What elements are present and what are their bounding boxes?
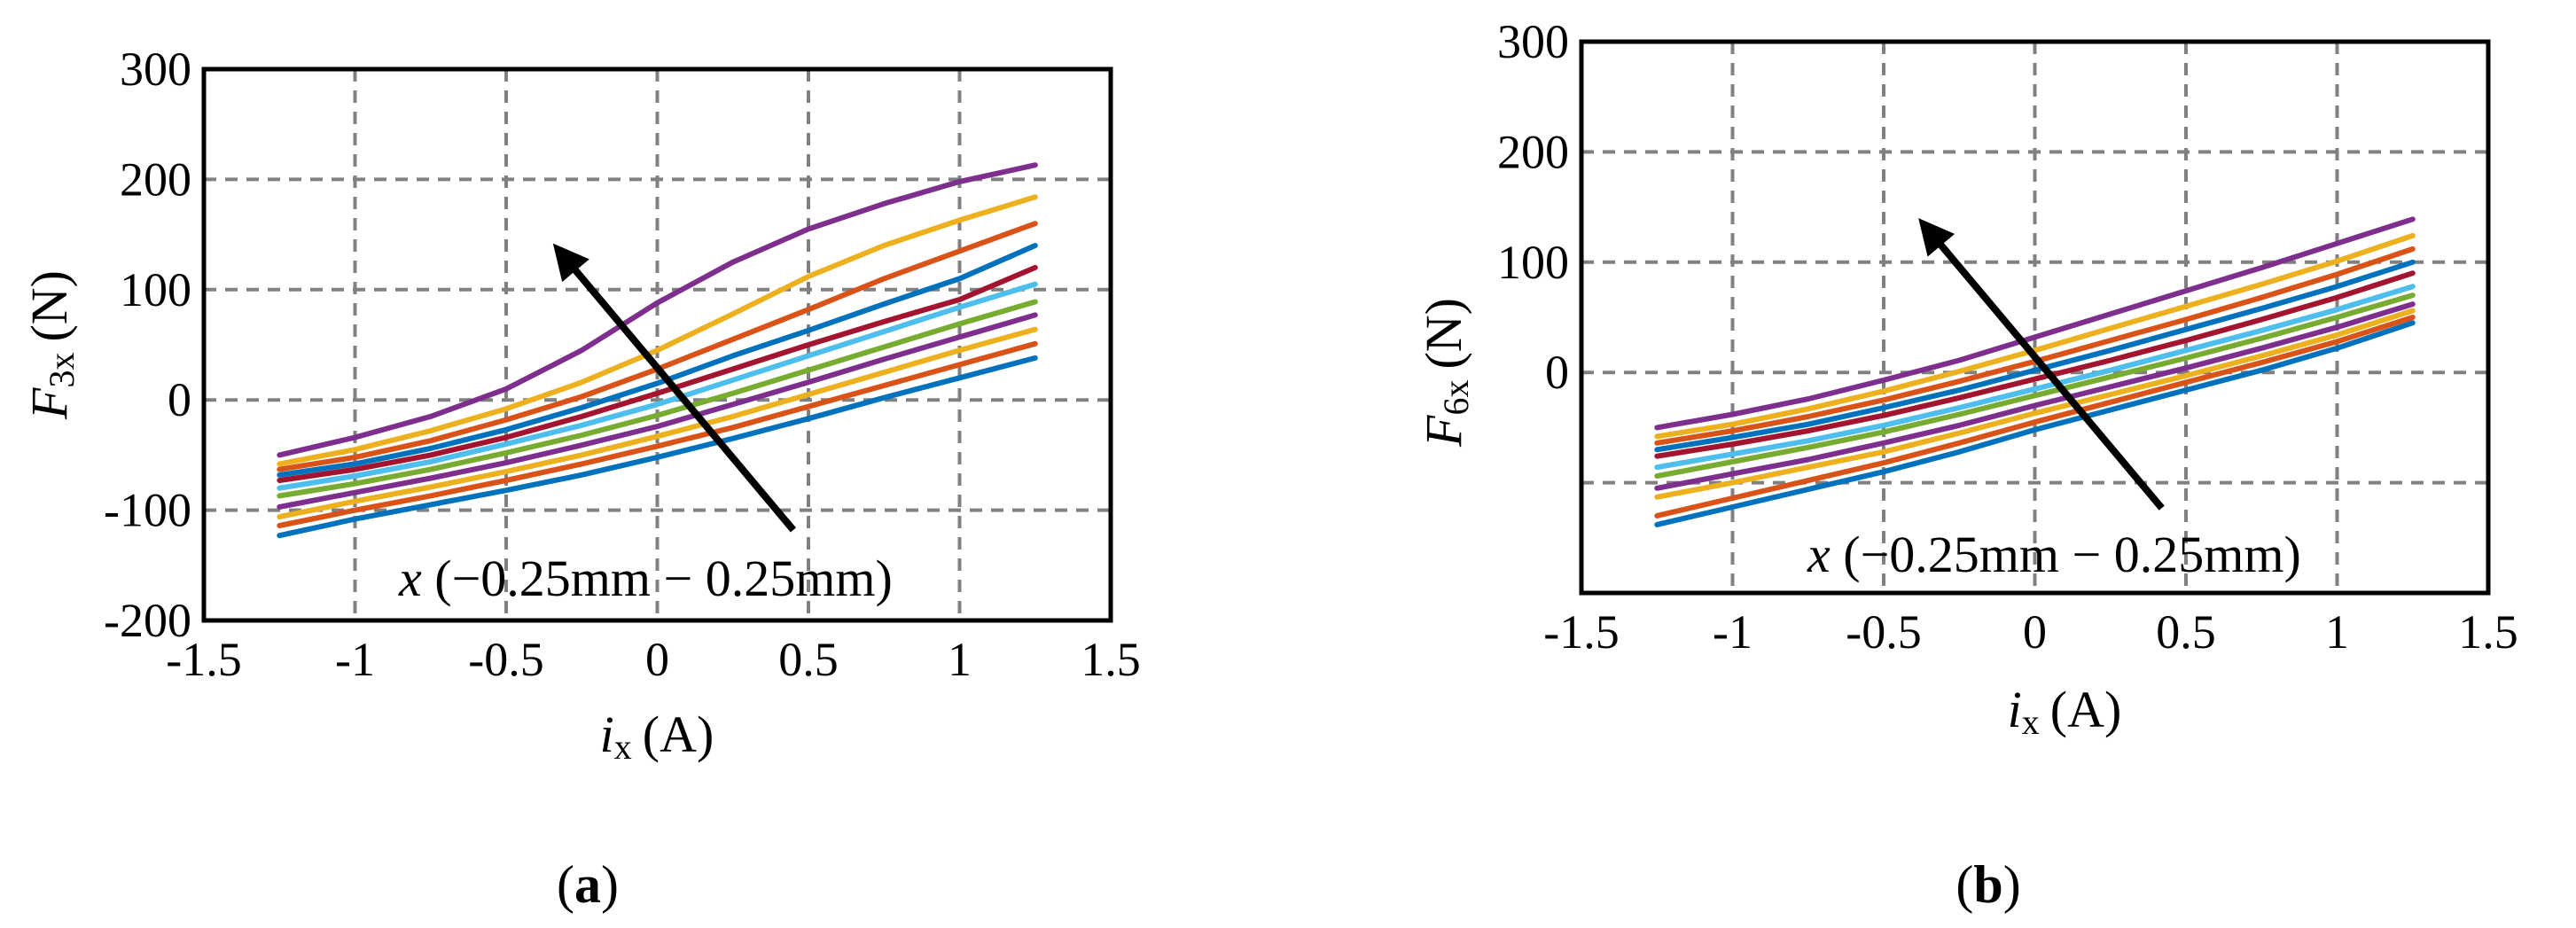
panel-b-x-tick-label: 0.5 <box>2156 605 2216 659</box>
panel-b-chart: -1.5 -1 -0.5 0 0.5 1 1.5 0 100 200 300 x (−0.25mm… <box>1415 15 2518 914</box>
panel-b-y-ticks: 0 100 200 300 <box>1497 15 1569 399</box>
panel-b-x-tick-label: 1 <box>2325 605 2349 659</box>
panel-b-series-line-3 <box>1654 308 2416 500</box>
panel-a-series-line-11 <box>277 162 1038 458</box>
panel-b-plot-frame <box>1579 39 2491 596</box>
panel-a-x-tick-label: -0.5 <box>468 633 543 686</box>
panel-a-series-line-8 <box>277 243 1038 478</box>
panel-a-series-line-6 <box>277 281 1038 491</box>
panel-b-series-line-4 <box>1654 301 2416 491</box>
panel-a-x-ticks: -1.5 -1 -0.5 0 0.5 1 1.5 <box>166 633 1140 686</box>
panel-b-label: (b) <box>1955 855 2020 914</box>
panel-a-x-tick-label: 1 <box>948 633 972 686</box>
panel-b-series-line-10 <box>1654 232 2416 440</box>
panel-b-y-tick-label: 200 <box>1497 125 1569 178</box>
panel-b-y-tick-label: 100 <box>1497 236 1569 289</box>
panel-a-series <box>277 162 1038 539</box>
panel-b-series-line-7 <box>1654 270 2416 459</box>
panel-a-series-line-3 <box>277 326 1038 520</box>
panel-a-label: (a) <box>557 855 619 914</box>
panel-b-x-tick-label: 0 <box>2023 605 2047 659</box>
panel-b-series-line-2 <box>1654 315 2416 519</box>
panel-b-x-axis-label: ix (A) <box>2008 681 2122 742</box>
panel-a-x-axis-label: ix (A) <box>600 706 714 767</box>
panel-b-series-line-5 <box>1654 292 2416 480</box>
panel-b-x-tick-label: -1 <box>1713 605 1752 659</box>
panel-a-y-tick-label: 200 <box>120 152 191 206</box>
panel-a-plot-frame <box>201 66 1113 623</box>
panel-a-y-tick-label: 300 <box>120 43 191 96</box>
panel-a-y-tick-label: -200 <box>104 594 191 647</box>
panel-a-series-line-5 <box>277 299 1038 499</box>
panel-b-y-axis-label: F6x(N) <box>1415 298 1476 448</box>
panel-a-series-line-2 <box>277 340 1038 528</box>
panel-a-y-tick-label: -100 <box>104 484 191 537</box>
panel-a-chart: -1.5 -1 -0.5 0 0.5 1 1.5 -200 -100 0 100 200 300 x … <box>20 43 1141 914</box>
panel-b-y-tick-label: 300 <box>1497 15 1569 68</box>
panel-a-series-line-10 <box>277 194 1038 467</box>
panel-a-annotation: x (−0.25mm − 0.25mm) <box>398 550 893 607</box>
panel-b-x-tick-label: 1.5 <box>2458 605 2518 659</box>
panel-a-series-line-1 <box>277 355 1038 539</box>
panel-a-y-axis-label: F3x(N) <box>20 270 82 420</box>
panel-b-series <box>1654 216 2416 527</box>
panel-a-x-tick-label: 0.5 <box>778 633 839 686</box>
panel-a-x-tick-label: -1 <box>335 633 375 686</box>
panel-a-x-tick-label: 0 <box>645 633 669 686</box>
panel-a-y-ticks: -200 -100 0 100 200 300 <box>104 43 191 647</box>
panel-b-x-tick-label: -0.5 <box>1846 605 1921 659</box>
panel-a-x-tick-label: -1.5 <box>166 633 241 686</box>
panel-a-y-tick-label: 100 <box>120 263 191 316</box>
panel-b-series-line-6 <box>1654 284 2416 471</box>
panel-a-annotation-arrow <box>552 243 797 533</box>
panel-b-annotation: x (−0.25mm − 0.25mm) <box>1807 526 2301 583</box>
panel-a-y-tick-label: 0 <box>168 373 191 426</box>
panel-b-series-line-8 <box>1654 259 2416 453</box>
panel-b-series-line-1 <box>1654 320 2416 527</box>
panel-a-x-tick-label: 1.5 <box>1081 633 1141 686</box>
panel-b-series-line-11 <box>1654 216 2416 431</box>
panel-a-series-line-7 <box>277 264 1038 483</box>
panel-b-annotation-arrow <box>1918 218 2165 511</box>
panel-b-x-ticks: -1.5 -1 -0.5 0 0.5 1 1.5 <box>1543 605 2517 659</box>
panel-a-series-line-4 <box>277 312 1038 510</box>
panel-b-x-tick-label: -1.5 <box>1543 605 1619 659</box>
panel-b-y-tick-label: 0 <box>1545 346 1569 399</box>
